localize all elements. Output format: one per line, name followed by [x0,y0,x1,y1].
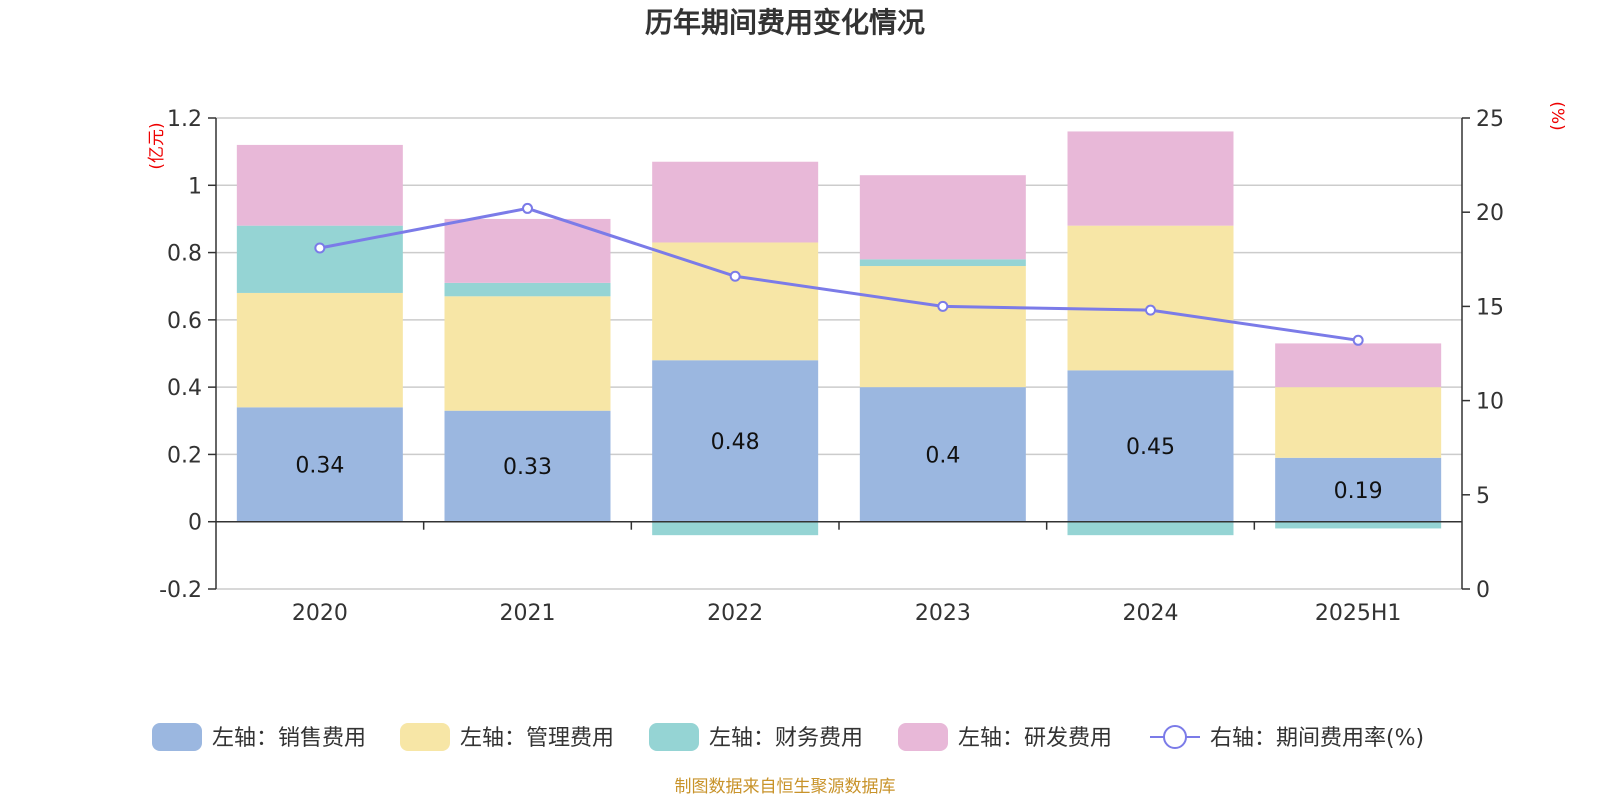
bar-4-2021 [444,218,611,283]
bars [236,131,1442,536]
bar-4-2022 [652,161,819,243]
bar-3-2025H1 [1275,521,1442,529]
bar-2-2021 [444,296,611,411]
right-tick-label: 20 [1476,201,1504,226]
legend-swatch-2 [400,723,450,751]
x-tick-label: 2025H1 [1315,601,1402,626]
data-label: 0.45 [1126,435,1175,460]
x-tick-label: 2022 [707,601,763,626]
right-tick-label: 0 [1476,578,1490,603]
data-label: 0.19 [1334,479,1383,504]
bar-4-2023 [859,175,1026,260]
rate-point [314,242,326,254]
bar-2-2023 [859,266,1026,388]
data-label: 0.34 [295,454,344,479]
bar-4-2025H1 [1275,343,1442,388]
bar-4-2024 [1067,131,1234,226]
bar-2-2020 [236,292,403,408]
x-tick-label: 2020 [292,601,348,626]
bar-3-2024 [1067,521,1234,536]
bar-2-2022 [652,242,819,361]
bar-3-2021 [444,282,611,297]
source-note: 制图数据来自恒生聚源数据库 [675,777,896,797]
legend-swatch-3 [649,723,699,751]
left-axis-unit: (亿元) [147,122,167,169]
legend-label-3: 左轴：财务费用 [709,726,863,751]
bar-1-2024 [1067,370,1234,522]
rate-point [522,202,533,214]
x-tick-label: 2021 [500,601,556,626]
left-tick-label: -0.2 [159,578,202,603]
rate-line [314,202,1364,346]
left-tick-label: 0.2 [167,443,202,468]
left-tick-label: 1.2 [167,107,202,132]
data-label: 0.4 [925,443,960,468]
axes: -0.2 0 0.2 0.4 0.6 0.8 1 1.2 0 5 10 15 20 25 2020 2021 2… [159,107,1504,626]
bar-4-2020 [236,144,403,226]
bar-2-2024 [1067,225,1234,371]
legend-label-2: 左轴：管理费用 [460,726,614,751]
right-axis-unit: (%) [1547,101,1567,130]
rate-point [1352,334,1364,346]
x-tick-label: 2024 [1123,601,1179,626]
legend-swatch-4 [898,723,948,751]
legend-label-5: 右轴：期间费用率(%) [1210,726,1424,751]
right-tick-label: 25 [1476,107,1504,132]
legend-label-4: 左轴：研发费用 [958,726,1112,751]
bar-3-2023 [859,259,1026,267]
right-tick-label: 5 [1476,484,1490,509]
legend: 左轴：销售费用 左轴：管理费用 左轴：财务费用 左轴：研发费用 右轴：期间费用率(%) [152,723,1424,751]
legend-label-1: 左轴：销售费用 [212,726,366,751]
rate-point [937,300,949,312]
data-label: 0.33 [503,455,552,480]
left-tick-label: 1 [188,174,202,199]
x-tick-label: 2023 [915,601,971,626]
bar-1-2025H1 [1275,457,1442,522]
bar-1-2021 [444,410,611,522]
left-tick-label: 0 [188,511,202,536]
right-tick-label: 10 [1476,390,1504,415]
data-label: 0.48 [711,430,760,455]
grid-lines [216,117,1462,590]
data-labels: 0.34 0.33 0.48 0.4 0.45 0.19 [295,430,1382,504]
left-tick-label: 0.8 [167,242,202,267]
bar-1-2022 [652,360,819,522]
bar-2-2025H1 [1275,387,1442,458]
bar-1-2023 [859,387,1026,522]
rate-point [1145,304,1156,316]
left-tick-label: 0.6 [167,309,202,334]
bar-1-2020 [236,407,403,522]
right-tick-label: 15 [1476,295,1504,320]
left-tick-label: 0.4 [167,376,202,401]
rate-line-path [319,206,1359,342]
legend-marker [1163,725,1187,749]
legend-swatch-1 [152,723,202,751]
bar-3-2022 [652,521,819,536]
rate-point [729,270,741,282]
chart-title: 历年期间费用变化情况 [645,6,925,39]
